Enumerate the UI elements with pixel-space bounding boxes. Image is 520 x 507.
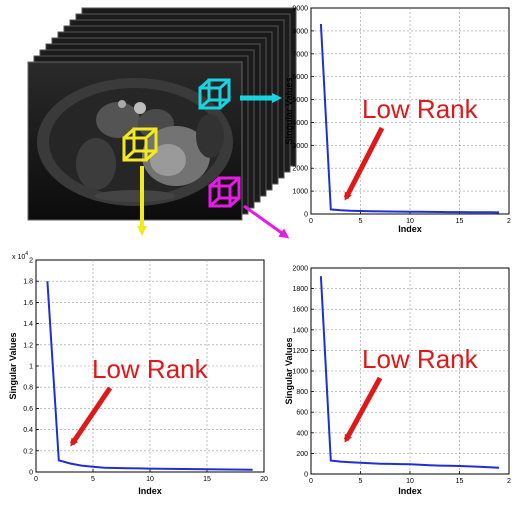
- y-tick-label: 9000: [292, 6, 308, 13]
- mri-image-stack: [27, 7, 297, 221]
- y-tick-label: 2: [29, 258, 33, 265]
- low-rank-annotation-top: Low Rank: [343, 94, 479, 201]
- y-tick-label: 0.8: [23, 385, 33, 392]
- magenta-cube-icon: [208, 176, 241, 208]
- y-tick-label: 2000: [292, 166, 308, 173]
- y-tick-label: 0: [304, 472, 308, 479]
- red-arrow: [343, 376, 383, 443]
- x-tick-label: 0: [34, 476, 38, 483]
- magenta-arrow: [243, 204, 290, 239]
- x-tick-label: 5: [91, 476, 95, 483]
- series-line: [319, 23, 500, 214]
- y-tick-label: 5000: [292, 97, 308, 104]
- y-tick-label: 400: [296, 430, 308, 437]
- y-tick-label: 1: [29, 364, 33, 371]
- y-axis-label: Singular Values: [284, 77, 294, 144]
- exponent-label: x 104: [12, 251, 28, 261]
- low-rank-annotation-bottom-left: Low Rank: [69, 354, 209, 447]
- low-rank-label: Low Rank: [92, 354, 209, 384]
- y-tick-label: 1400: [292, 327, 308, 334]
- red-arrow: [69, 386, 113, 447]
- grid-lines: [36, 260, 264, 472]
- low-rank-label: Low Rank: [362, 94, 479, 124]
- y-tick-label: 3000: [292, 143, 308, 150]
- x-tick-label: 5: [359, 218, 363, 225]
- y-tick-labels: 0 200 400 600 800 1000 1200 1400 1600 1800 2000: [292, 266, 314, 479]
- x-tick-label: 2: [507, 218, 511, 225]
- plot-area: [310, 7, 510, 215]
- x-tick-label: 10: [406, 478, 414, 485]
- y-tick-label: 1.6: [23, 300, 33, 307]
- x-axis-label: Index: [398, 224, 422, 234]
- y-axis-label: Singular Values: [8, 332, 18, 399]
- chart-bottom-right: 0 200 400 600 800 1000 1200 1400 1600 1800 2000 0 5…: [284, 266, 511, 497]
- y-tick-label: 2000: [292, 266, 308, 273]
- x-tick-label: 10: [406, 218, 414, 225]
- x-tick-labels: 0 5 10 15 2: [309, 471, 511, 485]
- x-tick-label: 15: [456, 218, 464, 225]
- y-tick-label: 0.4: [23, 427, 33, 434]
- yellow-cube-icon: [122, 127, 158, 162]
- y-tick-label: 800: [296, 389, 308, 396]
- x-axis-label: Index: [398, 486, 422, 496]
- x-tick-label: 2: [507, 478, 511, 485]
- y-tick-labels: 0 1000 2000 3000 4000 5000 6000 7000 8000 9000: [292, 6, 314, 219]
- low-rank-annotation-bottom-right: Low Rank: [343, 344, 479, 443]
- series-line: [319, 276, 500, 469]
- y-tick-label: 1000: [292, 189, 308, 196]
- y-tick-label: 1.2: [23, 342, 33, 349]
- y-tick-label: 0.6: [23, 406, 33, 413]
- y-tick-label: 4000: [292, 120, 308, 127]
- y-tick-label: 1000: [292, 369, 308, 376]
- y-tick-label: 7000: [292, 51, 308, 58]
- x-tick-label: 0: [309, 218, 313, 225]
- y-tick-label: 0: [29, 470, 33, 477]
- y-tick-labels: 0 0.2 0.4 0.6 0.8 1 1.2 1.4 1.6 1.8 2: [23, 258, 39, 477]
- grid-lines: [311, 8, 509, 214]
- y-tick-label: 1800: [292, 286, 308, 293]
- red-arrow: [343, 126, 385, 201]
- y-tick-label: 8000: [292, 28, 308, 35]
- series-line: [46, 281, 253, 471]
- x-tick-label: 0: [309, 478, 313, 485]
- y-axis-label: Singular Values: [284, 337, 294, 404]
- y-tick-label: 200: [296, 451, 308, 458]
- x-tick-label: 15: [203, 476, 211, 483]
- x-tick-label: 5: [359, 478, 363, 485]
- y-tick-label: 1.8: [23, 279, 33, 286]
- y-tick-label: 0.2: [23, 448, 33, 455]
- y-tick-label: 6000: [292, 74, 308, 81]
- y-tick-label: 1600: [292, 307, 308, 314]
- x-tick-label: 20: [260, 476, 268, 483]
- grid-lines: [311, 268, 509, 474]
- x-axis-label: Index: [138, 486, 162, 496]
- low-rank-label: Low Rank: [362, 344, 479, 374]
- y-tick-label: 1200: [292, 348, 308, 355]
- x-tick-label: 10: [146, 476, 154, 483]
- cyan-cube-icon: [198, 78, 231, 110]
- y-tick-label: 600: [296, 410, 308, 417]
- chart-top-right: 0 1000 2000 3000 4000 5000 6000 7000 8000 9000 0 5…: [284, 6, 511, 235]
- x-tick-label: 15: [456, 478, 464, 485]
- y-tick-label: 0: [304, 212, 308, 219]
- exponent-power: 4: [25, 251, 28, 257]
- y-tick-label: 1.4: [23, 321, 33, 328]
